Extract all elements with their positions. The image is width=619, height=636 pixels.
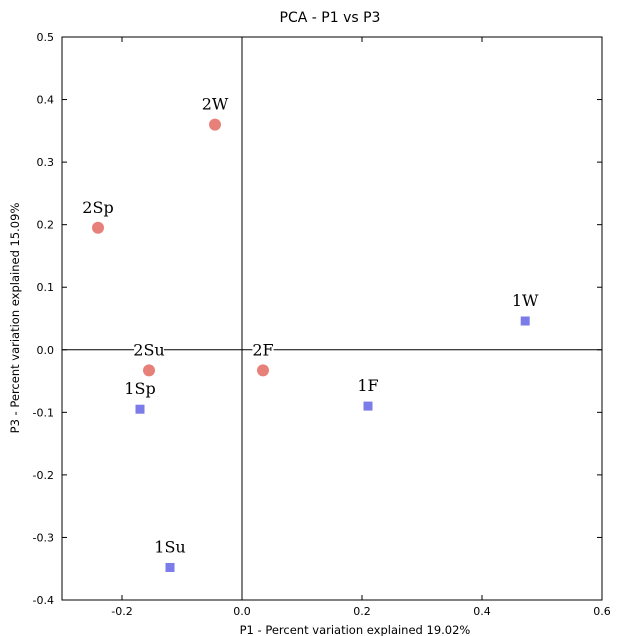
point-label-2F: 2F <box>252 340 273 359</box>
point-label-bg <box>514 292 536 310</box>
x-tick-label: 0.2 <box>353 605 371 618</box>
chart-title: PCA - P1 vs P3 <box>280 10 381 26</box>
y-tick-label: -0.3 <box>33 531 54 544</box>
y-tick-label: 0.5 <box>37 31 55 44</box>
y-tick-label: 0.3 <box>37 156 55 169</box>
point-label-bg <box>204 95 226 113</box>
point-1F <box>363 401 373 411</box>
y-axis-label: P3 - Percent variation explained 15.09% <box>8 203 22 434</box>
data-points: 2W 2Sp 2Su 2F 1W 1F 1Sp 1Su <box>82 95 539 572</box>
point-label-2Su: 2Su <box>133 340 164 359</box>
point-1Su <box>165 562 175 572</box>
x-axis-label: P1 - Percent variation explained 19.02% <box>240 623 471 636</box>
point-label-bg <box>155 538 185 556</box>
point-label-1F: 1F <box>357 376 378 395</box>
point-label-bg <box>357 377 379 395</box>
x-tick-label: 0.0 <box>233 605 251 618</box>
point-2F <box>257 364 269 377</box>
point-label-1Sp: 1Sp <box>124 379 155 398</box>
point-label-1Su: 1Su <box>154 537 185 556</box>
x-tick-label: -0.2 <box>111 605 132 618</box>
plot-frame <box>61 36 603 601</box>
y-tick-label: 0.1 <box>37 281 55 294</box>
x-tick-label: 0.4 <box>473 605 491 618</box>
point-1W <box>520 316 530 326</box>
y-tick-label: -0.4 <box>33 594 54 607</box>
y-tick-label: 0.2 <box>37 219 55 232</box>
point-1Sp <box>135 404 145 414</box>
point-label-bg <box>134 341 164 359</box>
x-tick-label: 0.6 <box>593 605 611 618</box>
point-label-1W: 1W <box>512 291 539 310</box>
point-2Sp <box>92 221 104 234</box>
y-tick-label: -0.2 <box>33 469 54 482</box>
point-label-2Sp: 2Sp <box>82 198 113 217</box>
point-2W <box>209 118 221 131</box>
y-tick-label: -0.1 <box>33 406 54 419</box>
point-2Su <box>143 364 155 377</box>
point-label-2W: 2W <box>202 95 229 114</box>
y-tick-label: 0.4 <box>37 94 55 107</box>
point-label-bg <box>125 380 155 398</box>
point-label-bg <box>83 198 113 216</box>
point-label-bg <box>252 341 274 359</box>
axis-ticks: -0.2 0.0 0.2 0.4 0.6 0.5 0.4 0.3 0.2 0.1 0.0 -0.1 -0… <box>33 31 611 618</box>
y-tick-label: 0.0 <box>37 344 55 357</box>
